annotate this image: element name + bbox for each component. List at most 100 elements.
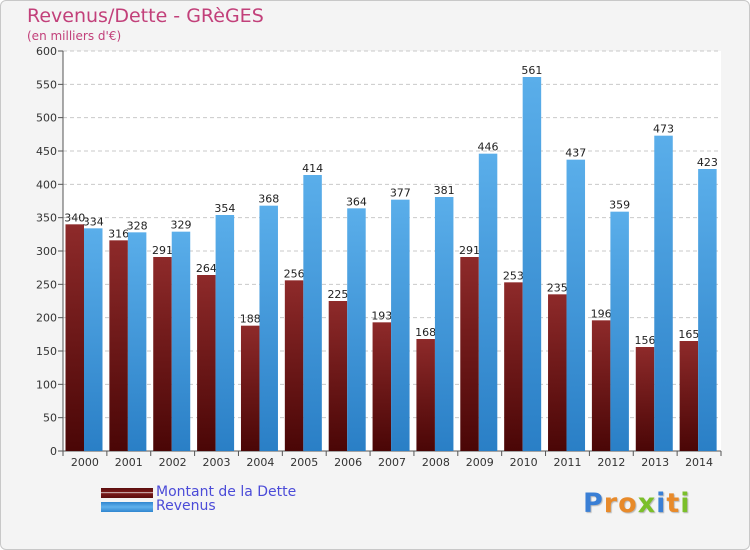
y-tick-label: 150 (36, 345, 57, 358)
data-label: 196 (591, 307, 612, 320)
x-tick-label: 2000 (71, 456, 99, 469)
bar-revenus[interactable] (566, 159, 586, 451)
x-tick-label: 2014 (685, 456, 713, 469)
data-label: 264 (196, 262, 217, 275)
x-tick-label: 2005 (290, 456, 318, 469)
y-tick-label: 500 (36, 112, 57, 125)
x-tick-label: 2011 (553, 456, 581, 469)
x-tick-label: 2004 (246, 456, 274, 469)
bar-dette[interactable] (65, 224, 85, 451)
bar-revenus[interactable] (698, 169, 717, 451)
data-label: 414 (302, 162, 323, 175)
bar-revenus[interactable] (610, 211, 629, 451)
y-tick-label: 300 (36, 245, 57, 258)
bar-dette[interactable] (240, 325, 260, 451)
bar-dette[interactable] (153, 257, 172, 451)
y-tick-label: 450 (36, 145, 57, 158)
bar-revenus[interactable] (654, 135, 673, 451)
bar-revenus[interactable] (171, 231, 191, 451)
logo-letter: r (603, 488, 619, 519)
data-label: 168 (415, 326, 436, 339)
x-tick-label: 2012 (597, 456, 625, 469)
legend-swatch-revenus (101, 502, 153, 512)
legend-label-dette: Montant de la Dette (156, 484, 297, 500)
data-label: 340 (64, 211, 85, 224)
chart-subtitle: (en milliers d'€) (27, 29, 122, 43)
bar-dette[interactable] (591, 320, 611, 451)
bar-dette[interactable] (679, 341, 699, 451)
data-label: 193 (371, 309, 392, 322)
bar-dette[interactable] (416, 339, 435, 451)
y-tick-label: 0 (50, 445, 57, 458)
bar-dette[interactable] (548, 294, 567, 451)
data-label: 446 (478, 141, 499, 154)
data-label: 473 (653, 123, 674, 136)
data-label: 561 (521, 64, 542, 77)
bar-revenus[interactable] (303, 175, 322, 451)
bar-dette[interactable] (372, 322, 392, 451)
data-label: 381 (434, 184, 455, 197)
x-tick-label: 2013 (641, 456, 669, 469)
bar-revenus[interactable] (259, 205, 278, 451)
legend-label-revenus: Revenus (156, 498, 216, 514)
data-label: 364 (346, 195, 367, 208)
bar-dette[interactable] (109, 240, 128, 451)
logo-letter: t (666, 488, 681, 519)
data-label: 354 (214, 202, 235, 215)
y-tick-label: 600 (36, 45, 57, 58)
data-label: 368 (258, 193, 279, 206)
data-label: 328 (127, 219, 148, 232)
bar-dette[interactable] (635, 347, 655, 451)
legend-swatch-dette (101, 488, 153, 498)
data-label: 291 (459, 244, 480, 257)
chart-title: Revenus/Dette - GRèGES (27, 5, 264, 27)
data-label: 334 (83, 215, 104, 228)
x-tick-label: 2006 (334, 456, 362, 469)
data-label: 316 (108, 227, 129, 240)
data-label: 253 (503, 269, 524, 282)
data-label: 235 (547, 281, 568, 294)
logo-letter: x (637, 488, 657, 519)
logo-letter: i (656, 488, 667, 519)
x-tick-label: 2009 (466, 456, 494, 469)
bar-revenus[interactable] (215, 215, 235, 451)
y-tick-label: 250 (36, 278, 57, 291)
logo-letter: i (680, 488, 691, 519)
data-label: 291 (152, 244, 173, 257)
data-label: 225 (327, 288, 348, 301)
x-tick-label: 2007 (378, 456, 406, 469)
data-label: 359 (609, 199, 630, 212)
bar-dette[interactable] (504, 282, 523, 451)
bar-dette[interactable] (284, 280, 304, 451)
data-label: 437 (565, 147, 586, 160)
data-label: 377 (390, 187, 411, 200)
bar-revenus[interactable] (434, 197, 454, 451)
y-tick-label: 200 (36, 312, 57, 325)
bar-revenus[interactable] (127, 232, 147, 451)
data-label: 156 (635, 334, 656, 347)
x-tick-label: 2008 (422, 456, 450, 469)
bar-dette[interactable] (197, 275, 216, 451)
bar-dette[interactable] (328, 301, 348, 451)
bar-revenus[interactable] (347, 208, 366, 451)
bar-revenus[interactable] (478, 153, 498, 451)
data-label: 329 (170, 219, 191, 232)
x-tick-label: 2001 (115, 456, 143, 469)
data-label: 165 (678, 328, 699, 341)
x-tick-label: 2003 (203, 456, 231, 469)
data-label: 188 (240, 313, 261, 326)
bar-revenus[interactable] (84, 228, 103, 451)
bar-revenus[interactable] (391, 199, 410, 451)
proxiti-logo: Proxiti (583, 488, 691, 519)
x-tick-label: 2010 (510, 456, 538, 469)
logo-letter: P (583, 488, 604, 519)
data-label: 423 (697, 156, 718, 169)
data-label: 256 (284, 267, 305, 280)
bar-revenus[interactable] (522, 77, 542, 451)
bar-dette[interactable] (460, 257, 479, 451)
y-tick-label: 50 (43, 412, 57, 425)
y-tick-label: 400 (36, 178, 57, 191)
x-tick-label: 2002 (159, 456, 187, 469)
